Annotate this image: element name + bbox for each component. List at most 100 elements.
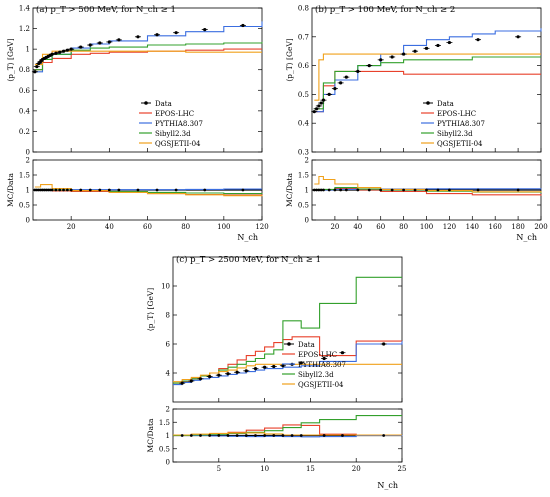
ratio-data-point xyxy=(327,188,331,192)
y-axis-label: ⟨p_T⟩ [GeV] xyxy=(146,288,155,332)
x-tick-label: 40 xyxy=(353,223,362,231)
ratio-data-point xyxy=(516,188,520,192)
ratio-data-point xyxy=(339,188,343,192)
ratio-data-point xyxy=(155,188,159,192)
data-point xyxy=(402,52,406,56)
data-point xyxy=(281,364,285,368)
data-point xyxy=(33,70,37,74)
ratio-y-tick-label: 0.5 xyxy=(298,202,309,210)
ratio-data-point xyxy=(69,188,73,192)
ratio-data-point xyxy=(217,434,221,437)
x-axis-label: N_ch xyxy=(516,233,537,242)
x-tick-label: 60 xyxy=(143,223,152,231)
data-point xyxy=(203,28,207,32)
ratio-data-point xyxy=(208,434,212,437)
data-point xyxy=(379,58,383,62)
legend-label: Sibyll2.3d xyxy=(155,130,191,138)
ratio-y-axis-label: MC/Data xyxy=(6,173,15,207)
data-point xyxy=(241,23,245,28)
data-point xyxy=(344,75,348,79)
ratio-data-point xyxy=(50,188,54,192)
data-point xyxy=(50,52,54,56)
x-tick-label: 15 xyxy=(306,465,315,473)
x-tick-label: 20 xyxy=(67,223,76,231)
data-point xyxy=(61,49,66,53)
data-point xyxy=(35,65,39,69)
ratio-y-tick-label: 1.5 xyxy=(298,172,309,180)
data-point xyxy=(299,361,303,365)
x-tick-label: 120 xyxy=(443,223,456,231)
ratio-data-point xyxy=(244,434,248,437)
ratio-data-point xyxy=(382,434,386,437)
legend-data-marker xyxy=(426,101,430,105)
x-tick-label: 120 xyxy=(255,223,268,231)
y-tick-label: 1.4 xyxy=(19,5,31,13)
y-tick-label: 0.2 xyxy=(19,128,30,136)
ratio-line-qgsjetii-04 xyxy=(34,184,263,197)
ratio-data-point xyxy=(341,434,344,437)
legend-label: EPOS-LHC xyxy=(298,351,337,359)
legend-label: PYTHIA8.307 xyxy=(298,361,346,369)
ratio-data-point xyxy=(235,434,239,437)
data-point xyxy=(58,50,62,54)
legend-label: PYTHIA8.307 xyxy=(155,120,203,128)
series-line-sibyll2-3d xyxy=(34,41,263,71)
ratio-data-point xyxy=(54,188,58,192)
ratio-data-point xyxy=(263,434,266,437)
series-line-pythia8-307 xyxy=(173,341,403,386)
data-point xyxy=(88,43,92,47)
panel-title: (b) p_T > 100 MeV, for N_ch ≥ 2 xyxy=(315,4,455,15)
data-point xyxy=(312,110,316,114)
data-point xyxy=(217,373,221,377)
ratio-y-tick-label: 0.5 xyxy=(159,445,170,453)
data-point xyxy=(356,69,360,73)
ratio-data-point xyxy=(272,434,276,437)
ratio-data-point xyxy=(299,434,303,437)
y-tick-label: 0.5 xyxy=(298,91,309,99)
data-point xyxy=(235,370,239,374)
ratio-data-point xyxy=(58,188,62,192)
data-point xyxy=(180,381,184,385)
ratio-data-point xyxy=(199,434,202,437)
data-point xyxy=(136,35,140,39)
data-point xyxy=(107,40,111,44)
x-tick-label: 40 xyxy=(105,223,114,231)
data-point xyxy=(226,372,230,376)
data-point xyxy=(189,379,193,383)
ratio-data-point xyxy=(136,188,140,192)
data-point xyxy=(390,55,394,59)
series-line-epos-lhc xyxy=(34,48,262,71)
y-tick-label: 0.4 xyxy=(298,120,310,128)
data-point xyxy=(39,59,43,64)
data-point xyxy=(174,31,178,35)
data-point xyxy=(516,35,520,39)
chart-panel-b: (b) p_T > 100 MeV, for N_ch ≥ 2 0.3 0.4 0.5… xyxy=(285,4,548,242)
ratio-data-point xyxy=(62,188,65,192)
data-point xyxy=(314,107,319,111)
ratio-data-point xyxy=(425,188,428,192)
ratio-data-point xyxy=(117,188,121,192)
y-tick-label: 0.3 xyxy=(298,149,309,157)
y-tick-label: 10 xyxy=(161,283,170,291)
legend-label: Data xyxy=(437,100,454,108)
panel-title: (c) p_T > 2500 MeV, for N_ch ≥ 1 xyxy=(176,254,321,265)
legend-label: Sibyll2.3d xyxy=(298,371,334,379)
ratio-data-point xyxy=(322,188,325,192)
main-plot-frame xyxy=(172,256,403,403)
x-tick-label: 140 xyxy=(466,223,479,231)
data-point xyxy=(98,41,102,45)
y-tick-label: 0.8 xyxy=(19,66,30,74)
legend-label: QGSJETII-04 xyxy=(437,140,483,148)
y-tick-label: 1 xyxy=(26,46,30,54)
series-line-pythia8-307 xyxy=(34,21,263,73)
y-tick-label: 0.7 xyxy=(298,33,309,41)
ratio-data-point xyxy=(413,188,417,192)
y-tick-label: 0.4 xyxy=(19,107,31,115)
series-line-sibyll2-3d xyxy=(314,56,541,110)
ratio-y-tick-label: 2 xyxy=(305,157,309,165)
data-point xyxy=(367,64,371,68)
main-plot-frame xyxy=(32,7,263,153)
ratio-y-tick-label: 1 xyxy=(305,187,309,195)
ratio-y-tick-label: 0.5 xyxy=(19,202,30,210)
data-point xyxy=(155,33,159,37)
